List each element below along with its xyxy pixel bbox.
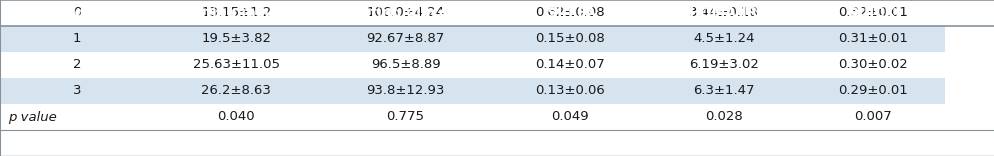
- Text: 1: 1: [73, 32, 82, 46]
- Text: Fibrosis grade: Fibrosis grade: [8, 6, 120, 20]
- Text: 3.44±0.18: 3.44±0.18: [688, 7, 758, 20]
- Text: 26.2±8.63: 26.2±8.63: [201, 85, 271, 98]
- Bar: [800, 104, 944, 130]
- Bar: [154, 52, 318, 78]
- Bar: [318, 0, 492, 26]
- Bar: [800, 52, 944, 78]
- Text: 19.5±3.82: 19.5±3.82: [201, 32, 271, 46]
- Text: 0.62±0.08: 0.62±0.08: [535, 7, 603, 20]
- Bar: [492, 0, 646, 26]
- Text: p value: p value: [8, 110, 57, 124]
- Text: 0.775: 0.775: [386, 110, 424, 124]
- Text: 0.14±0.07: 0.14±0.07: [534, 58, 604, 71]
- Bar: [492, 52, 646, 78]
- Bar: [492, 26, 646, 52]
- Bar: [800, 0, 944, 26]
- Bar: [0, 104, 154, 130]
- Bar: [800, 78, 944, 104]
- Bar: [318, 78, 492, 104]
- Text: 96.5±8.89: 96.5±8.89: [371, 58, 439, 71]
- Bar: [646, 52, 800, 78]
- Bar: [154, 0, 318, 26]
- Bar: [800, 26, 944, 52]
- Bar: [0, 26, 154, 52]
- Bar: [318, 104, 492, 130]
- Text: 0.028: 0.028: [705, 110, 742, 124]
- Bar: [0, 52, 154, 78]
- Text: 0.15±0.08: 0.15±0.08: [534, 32, 604, 46]
- Bar: [154, 78, 318, 104]
- Text: 0: 0: [73, 7, 82, 20]
- Bar: [0, 0, 154, 26]
- Bar: [492, 78, 646, 104]
- Bar: [154, 104, 318, 130]
- Text: 0.040: 0.040: [218, 110, 254, 124]
- Text: 0.007: 0.007: [854, 110, 891, 124]
- Bar: [646, 26, 800, 52]
- Bar: [492, 0, 646, 26]
- Text: 0.30±0.02: 0.30±0.02: [837, 58, 908, 71]
- Bar: [154, 26, 318, 52]
- Bar: [492, 104, 646, 130]
- Bar: [646, 0, 800, 26]
- Bar: [318, 52, 492, 78]
- Bar: [0, 78, 154, 104]
- Bar: [646, 78, 800, 104]
- Text: HOMA-IR: HOMA-IR: [689, 6, 757, 20]
- Text: 0.31±0.01: 0.31±0.01: [837, 32, 908, 46]
- Text: 0.049: 0.049: [551, 110, 587, 124]
- Bar: [154, 0, 318, 26]
- Text: 13.15±1.2: 13.15±1.2: [201, 7, 271, 20]
- Text: 0.32±0.01: 0.32±0.01: [837, 7, 908, 20]
- Text: 93.8±12.93: 93.8±12.93: [366, 85, 444, 98]
- Text: 25.63±11.05: 25.63±11.05: [193, 58, 279, 71]
- Text: 2: 2: [73, 58, 82, 71]
- Text: Fasting insulin: Fasting insulin: [179, 6, 293, 20]
- Bar: [318, 26, 492, 52]
- Text: 92.67±8.87: 92.67±8.87: [366, 32, 444, 46]
- Text: 3: 3: [73, 85, 82, 98]
- Text: QUICKI: QUICKI: [845, 6, 900, 20]
- Text: 0.29±0.01: 0.29±0.01: [837, 85, 908, 98]
- Text: ISI-FFA: ISI-FFA: [542, 6, 596, 20]
- Text: 6.3±1.47: 6.3±1.47: [693, 85, 753, 98]
- Bar: [318, 0, 492, 26]
- Bar: [800, 0, 944, 26]
- Text: Fasting glucose: Fasting glucose: [344, 6, 466, 20]
- Text: 0.13±0.06: 0.13±0.06: [534, 85, 604, 98]
- Text: 6.19±3.02: 6.19±3.02: [688, 58, 758, 71]
- Bar: [646, 104, 800, 130]
- Text: 4.5±1.24: 4.5±1.24: [693, 32, 753, 46]
- Text: 106.0±4.24: 106.0±4.24: [366, 7, 444, 20]
- Bar: [646, 0, 800, 26]
- Bar: [0, 0, 154, 26]
